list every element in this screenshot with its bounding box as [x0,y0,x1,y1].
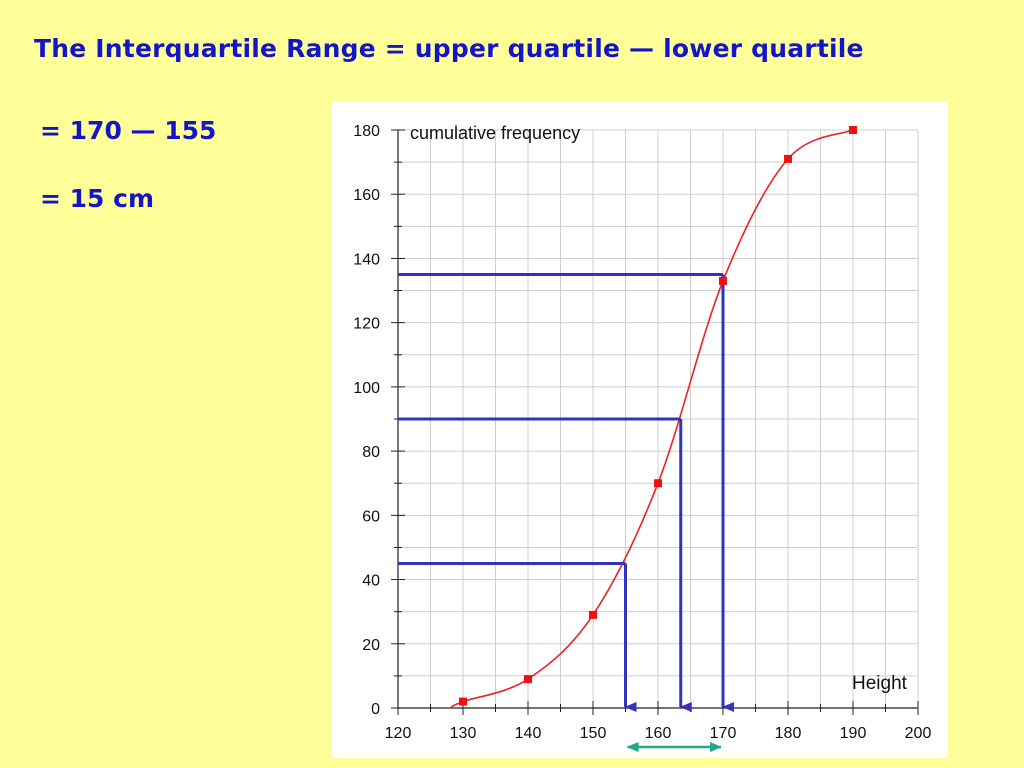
x-tick-label: 130 [450,725,477,742]
data-point [459,697,467,706]
y-axis-title: cumulative frequency [410,123,580,143]
y-tick-label: 120 [353,316,380,333]
data-point [524,675,532,684]
data-point [784,154,792,163]
slide-title: The Interquartile Range = upper quartile… [34,34,864,63]
y-tick-label: 100 [353,380,380,397]
x-tick-label: 190 [840,725,867,742]
y-tick-label: 180 [353,123,380,140]
y-tick-label: 140 [353,251,380,268]
x-tick-label: 170 [710,725,737,742]
x-tick-label: 150 [580,725,607,742]
iqr-result-line: = 15 cm [40,184,155,213]
cumulative-frequency-chart: cumulative frequency Height 0 20 40 60 80 100… [353,123,932,752]
data-point [849,126,857,134]
x-tick-label: 200 [905,725,932,742]
iqr-calculation-line: = 170 — 155 [40,116,217,145]
y-tick-label: 20 [362,637,380,654]
y-tick-label: 60 [362,508,380,525]
data-point [589,610,597,619]
x-tick-label: 180 [775,725,802,742]
x-tick-label: 160 [645,725,672,742]
y-tick-label: 80 [362,444,380,461]
y-tick-label: 0 [371,701,380,718]
cumulative-frequency-line [449,129,854,709]
x-tick-label: 120 [385,725,412,742]
x-tick-label: 140 [515,725,542,742]
x-axis-title: Height [852,673,908,694]
y-tick-label: 160 [353,187,380,204]
chart-panel: cumulative frequency Height 0 20 40 60 80 100… [332,102,948,758]
data-point [719,276,727,285]
y-tick-label: 40 [362,573,380,590]
data-point [654,479,662,488]
